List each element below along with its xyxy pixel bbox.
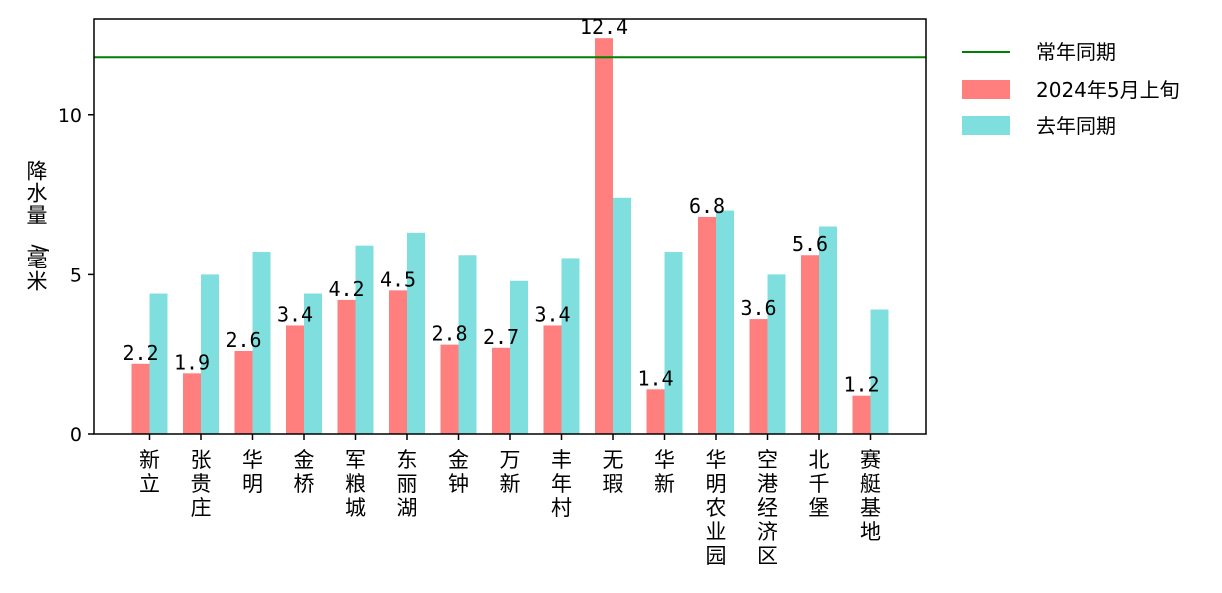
bar-2024-may-early — [440, 344, 459, 434]
bar-last-year — [716, 210, 734, 434]
data-label: 1.2 — [843, 373, 879, 397]
bar-last-year — [201, 274, 219, 434]
legend-swatch-2024 — [962, 80, 1010, 99]
legend-label-2024: 2024年5月上旬 — [1036, 78, 1180, 102]
x-tick-label: 张贵庄 — [191, 448, 212, 520]
y-tick-label: 0 — [70, 424, 82, 446]
bar-last-year — [149, 293, 168, 434]
data-label: 3.4 — [277, 302, 313, 326]
bar-last-year — [355, 245, 374, 434]
bar-last-year — [510, 280, 528, 434]
data-label: 3.4 — [534, 302, 570, 326]
bar-last-year — [870, 309, 889, 434]
x-tick-label: 丰年村 — [551, 448, 572, 520]
data-label: 2.6 — [225, 328, 261, 352]
bar-2024-may-early — [749, 319, 768, 434]
data-label: 4.2 — [328, 277, 364, 301]
legend-label-normal: 常年同期 — [1036, 40, 1116, 64]
legend-label-last-year: 去年同期 — [1036, 114, 1116, 138]
bar-last-year — [613, 197, 631, 434]
bar-2024-may-early — [852, 395, 871, 434]
bar-2024-may-early — [286, 325, 304, 434]
x-tick-label: 东丽湖 — [397, 448, 418, 520]
bar-last-year — [458, 255, 477, 434]
data-label: 1.4 — [637, 366, 673, 390]
data-label: 1.9 — [174, 350, 210, 374]
data-label: 2.2 — [122, 341, 158, 365]
x-tick-label: 万新 — [500, 448, 521, 496]
x-tick-label: 空港经济区 — [757, 448, 778, 568]
y-tick-label: 5 — [70, 264, 82, 286]
x-tick-label: 华新 — [654, 448, 675, 496]
bar-2024-may-early — [646, 389, 665, 434]
bar-2024-may-early — [492, 347, 510, 434]
x-tick-label: 金桥 — [294, 448, 315, 496]
bar-last-year — [664, 252, 683, 434]
bar-2024-may-early — [595, 38, 613, 435]
bar-2024-may-early — [183, 373, 201, 434]
x-tick-label: 无瑕 — [603, 448, 624, 496]
data-label: 2.8 — [431, 322, 467, 346]
bar-2024-may-early — [389, 290, 407, 434]
x-tick-label: 金钟 — [448, 448, 469, 496]
x-tick-label: 华明农业园 — [706, 448, 727, 568]
x-tick-label: 新立 — [139, 448, 160, 496]
x-tick-label: 北千堡 — [809, 448, 830, 520]
bar-2024-may-early — [131, 363, 150, 434]
y-axis-title: 降水量/毫米 — [27, 160, 53, 294]
legend-swatch-last-year — [962, 116, 1010, 135]
data-label: 2.7 — [483, 325, 519, 349]
bar-2024-may-early — [801, 255, 819, 434]
bar-last-year — [561, 258, 580, 434]
data-label: 6.8 — [689, 194, 725, 218]
x-tick-label: 华明 — [242, 448, 263, 496]
bar-2024-may-early — [337, 299, 356, 434]
bar-last-year — [819, 226, 837, 434]
data-label: 4.5 — [380, 267, 416, 291]
bar-2024-may-early — [234, 351, 253, 434]
bar-2024-may-early — [543, 325, 562, 434]
y-tick-label: 10 — [58, 105, 82, 127]
bar-last-year — [767, 274, 786, 434]
x-tick-label: 军粮城 — [345, 448, 366, 520]
bar-last-year — [304, 293, 322, 434]
data-label: 3.6 — [740, 296, 776, 320]
x-tick-label: 赛艇基地 — [860, 448, 881, 544]
bar-last-year — [252, 252, 271, 434]
bar-2024-may-early — [698, 216, 716, 434]
bar-last-year — [407, 232, 425, 434]
data-label: 5.6 — [792, 232, 828, 256]
